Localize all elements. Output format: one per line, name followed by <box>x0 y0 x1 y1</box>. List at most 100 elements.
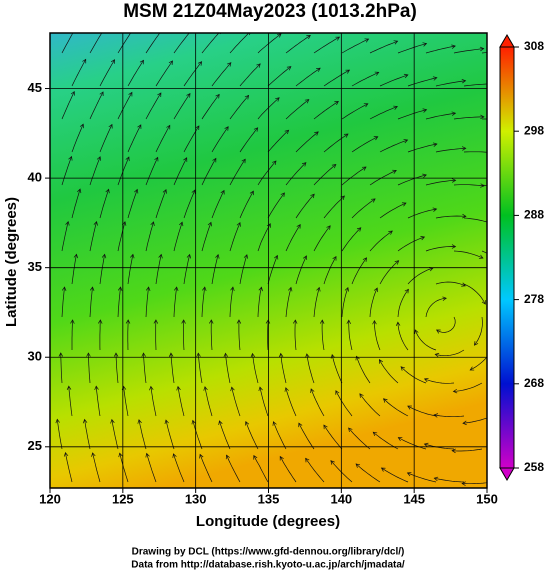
streamline-arrow <box>298 422 303 428</box>
streamline <box>239 127 258 153</box>
x-axis-label: Longitude (degrees) <box>196 513 340 530</box>
streamline <box>407 208 437 219</box>
streamline <box>379 260 399 285</box>
streamline <box>211 190 225 219</box>
streamline-arrow <box>179 221 184 227</box>
streamline <box>434 414 465 418</box>
streamline-arrow <box>145 286 151 291</box>
streamline-arrow <box>316 67 321 72</box>
streamline-arrow <box>186 93 191 98</box>
streamline-arrow <box>371 198 376 203</box>
streamline-arrow <box>364 38 370 43</box>
streamline <box>65 452 73 483</box>
streamline-arrow <box>128 91 133 97</box>
title: MSM 21Z04May2023 (1013.2hPa) <box>123 1 417 22</box>
streamline <box>71 59 87 87</box>
streamline-arrow <box>220 189 225 195</box>
streamline <box>453 48 484 54</box>
streamline-arrow <box>316 286 321 292</box>
streamline <box>397 43 427 54</box>
streamline <box>331 354 343 384</box>
streamline-arrow <box>326 225 331 230</box>
streamline <box>229 33 250 54</box>
streamline-arrow <box>230 386 235 392</box>
streamline-arrow <box>372 431 378 437</box>
streamline-arrow <box>125 156 130 162</box>
streamline <box>407 77 437 87</box>
streamline <box>89 287 93 318</box>
streamline-arrow <box>422 108 428 113</box>
streamline-arrow <box>58 352 64 357</box>
streamline <box>177 386 185 417</box>
streamline-arrow <box>199 453 204 459</box>
streamline <box>348 320 353 351</box>
x-tick-label: 130 <box>185 491 207 506</box>
streamline-arrow <box>434 352 440 358</box>
y-tick-label: 45 <box>28 80 42 95</box>
streamline <box>99 319 101 351</box>
streamline <box>253 455 269 483</box>
streamline <box>127 189 138 219</box>
streamline-arrow <box>292 319 298 324</box>
streamline-arrow <box>195 125 200 130</box>
streamline <box>295 193 315 219</box>
streamline-arrow <box>253 127 259 132</box>
colorbar-tick-label: 308 <box>524 39 544 53</box>
y-tick-label: 30 <box>28 349 42 364</box>
streamline <box>183 319 185 351</box>
streamline-arrow <box>372 319 377 325</box>
streamline <box>374 320 381 351</box>
streamline-arrow <box>244 94 250 100</box>
streamline <box>117 287 121 318</box>
streamline-arrow <box>93 221 98 226</box>
streamline-arrow <box>137 124 142 129</box>
streamline-arrow <box>395 321 401 327</box>
streamline-arrow <box>286 66 292 71</box>
streamline-arrow <box>176 385 181 391</box>
streamline-arrow <box>212 157 217 163</box>
streamline-arrow <box>218 420 223 425</box>
streamline <box>351 136 378 153</box>
streamline <box>462 482 487 485</box>
streamline-arrow <box>363 103 369 108</box>
streamline-arrow <box>436 329 441 334</box>
streamline-arrow <box>379 359 383 364</box>
streamline <box>170 353 175 384</box>
streamline-arrow <box>403 73 409 79</box>
streamline <box>145 33 161 54</box>
streamline <box>425 45 456 54</box>
streamline-arrow <box>406 472 412 477</box>
streamline <box>400 366 427 384</box>
streamline-arrow <box>461 146 467 151</box>
streamline <box>425 112 456 120</box>
streamline-arrow <box>82 418 88 424</box>
streamline-arrow <box>374 71 380 76</box>
streamline <box>71 188 81 219</box>
streamline-arrow <box>478 254 484 259</box>
streamline <box>435 80 466 87</box>
streamline <box>61 156 72 186</box>
streamline <box>453 184 484 187</box>
streamline-arrow <box>275 97 280 102</box>
colorbar-tick-label: 268 <box>524 376 544 390</box>
streamline-arrow <box>304 99 310 104</box>
y-tick-label: 40 <box>28 170 42 185</box>
streamline-arrow <box>383 398 388 403</box>
streamline <box>155 60 173 87</box>
streamline <box>323 69 350 87</box>
streamline <box>56 419 63 450</box>
streamline <box>294 319 297 351</box>
streamline <box>379 359 399 384</box>
streamline <box>146 453 157 483</box>
streamline-arrow <box>256 63 261 68</box>
x-tick-label: 150 <box>476 491 498 506</box>
streamline-arrow <box>432 207 438 212</box>
streamline <box>313 225 331 252</box>
streamline-arrow <box>82 58 87 64</box>
streamline <box>341 227 362 252</box>
streamline <box>397 236 425 252</box>
streamline-arrow <box>250 352 256 358</box>
streamline-arrow <box>346 319 351 324</box>
streamline-arrow <box>305 457 310 463</box>
streamline-arrow <box>310 388 315 393</box>
